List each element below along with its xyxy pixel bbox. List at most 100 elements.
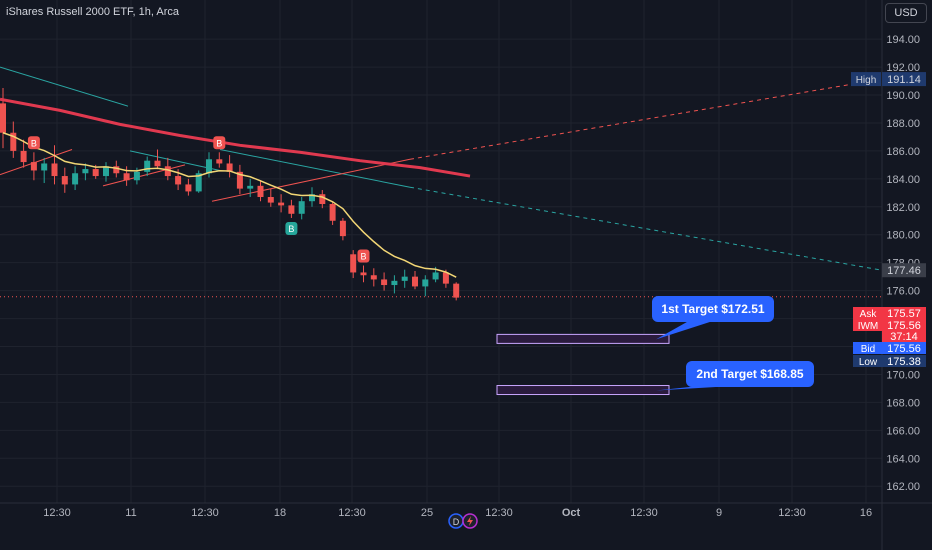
candle-body <box>185 184 192 192</box>
x-tick-label: 12:30 <box>43 507 71 519</box>
target-label: 2nd Target $168.85 <box>696 367 803 381</box>
trend-badge-value-bg <box>882 263 926 278</box>
candle-body <box>432 272 439 280</box>
candle-body <box>206 159 212 174</box>
candle-body <box>41 163 48 171</box>
x-tick-label: 12:30 <box>338 507 366 519</box>
y-tick-label: 162.00 <box>886 481 920 493</box>
candle-body <box>133 171 140 181</box>
candle-body <box>298 201 305 214</box>
ask-badge-value: 175.57 <box>887 308 921 320</box>
y-tick-label: 184.00 <box>886 174 920 186</box>
candle-body <box>412 276 418 287</box>
y-tick-label: 192.00 <box>886 62 920 74</box>
brand-icons: D <box>448 513 478 529</box>
signal-label: B <box>31 138 37 148</box>
currency-button[interactable]: USD <box>885 3 927 23</box>
channel-line-red-dashed <box>409 78 883 160</box>
candle-body <box>10 132 17 151</box>
candle-body <box>309 194 315 202</box>
candle-body <box>92 169 99 177</box>
trend-badge-value: 177.46 <box>887 265 921 277</box>
y-tick-label: 168.00 <box>886 397 920 409</box>
candle-body <box>391 280 398 286</box>
countdown-badge-value-bg <box>882 330 926 342</box>
bid-badge-value: 175.56 <box>887 343 921 355</box>
y-tick-label: 180.00 <box>886 230 920 242</box>
target-callout <box>652 296 774 322</box>
signal-label: B <box>360 251 366 261</box>
candle-body <box>247 185 254 189</box>
x-tick-label: 12:30 <box>630 507 658 519</box>
candle-body <box>350 254 357 273</box>
target-callout-pointer <box>656 318 716 340</box>
bid-badge-label-bg <box>853 342 883 354</box>
symbol-title: iShares Russell 2000 ETF, 1h, Arca <box>6 6 180 18</box>
candle-body <box>164 166 171 177</box>
channel-line-red <box>211 158 411 202</box>
last-badge-value: 175.56 <box>887 320 921 332</box>
candle-body <box>257 185 264 198</box>
y-tick-label: 188.00 <box>886 118 920 130</box>
y-tick-label: 190.00 <box>886 90 920 102</box>
candle-body <box>103 166 109 177</box>
candle-body <box>278 202 285 206</box>
target-zone-box <box>496 333 670 344</box>
channel-line-red <box>102 164 186 187</box>
high-badge-label-bg <box>851 72 881 87</box>
y-tick-label: 182.00 <box>886 202 920 214</box>
high-badge-value-bg <box>882 72 926 87</box>
sell-signal-marker <box>27 136 40 150</box>
candle-body <box>123 173 130 181</box>
svg-text:D: D <box>453 517 460 527</box>
trend-line-teal <box>0 66 129 107</box>
candle-body <box>288 205 295 214</box>
x-tick-label: 9 <box>716 507 722 519</box>
ask-badge-label: Ask <box>860 309 878 320</box>
high-badge-value: 191.14 <box>887 74 921 86</box>
candle-body <box>216 159 223 164</box>
y-tick-label: 194.00 <box>886 34 920 46</box>
ema-fast-line <box>2 132 457 278</box>
low-badge-label: Low <box>859 357 878 368</box>
candle-body <box>226 163 233 172</box>
low-badge-value-bg <box>882 355 926 367</box>
candle-body <box>113 166 120 174</box>
x-tick-label: 18 <box>274 507 286 519</box>
target-label: 1st Target $172.51 <box>661 302 764 316</box>
candle-body <box>236 171 243 189</box>
candle-body <box>319 194 326 204</box>
y-tick-label: 176.00 <box>886 286 920 298</box>
candle-body <box>339 220 346 237</box>
signal-label: B <box>288 224 294 234</box>
last-badge-label: IWM <box>858 321 879 332</box>
bid-badge-value-bg <box>882 342 926 354</box>
target-zone-box <box>496 385 670 396</box>
sell-signal-marker <box>213 136 226 150</box>
x-tick-label: 25 <box>421 507 433 519</box>
candle-body <box>61 176 68 185</box>
low-badge-value: 175.38 <box>887 356 921 368</box>
last-badge-label-bg <box>853 319 883 331</box>
trend-line-teal-dashed <box>409 186 883 271</box>
candle-body <box>370 275 377 280</box>
x-tick-label: 16 <box>860 507 872 519</box>
candle-body <box>360 272 367 276</box>
countdown-badge-value: 37:14 <box>890 331 918 343</box>
y-tick-label: 170.00 <box>886 369 920 381</box>
y-tick-label: 166.00 <box>886 425 920 437</box>
ask-badge-label-bg <box>853 307 883 319</box>
y-tick-label: 164.00 <box>886 453 920 465</box>
candle-body <box>442 272 449 284</box>
target-callout <box>686 361 814 387</box>
candle-body <box>82 169 89 174</box>
candle-body <box>20 150 27 163</box>
bid-badge-label: Bid <box>861 344 875 355</box>
trend-line-teal <box>219 149 411 188</box>
signal-label: B <box>216 138 222 148</box>
candle-body <box>329 203 336 221</box>
x-tick-label: 12:30 <box>778 507 806 519</box>
candle-body <box>175 176 182 185</box>
